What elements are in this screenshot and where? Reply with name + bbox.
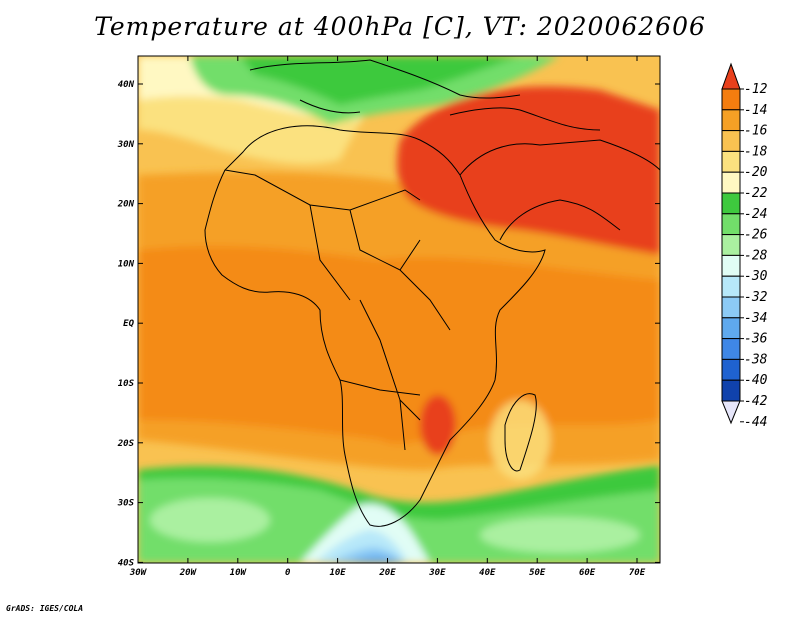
temperature-field <box>138 56 660 563</box>
colorbar-label: -20 <box>744 165 768 180</box>
colorbar-swatch <box>721 338 741 360</box>
lon-tick-label: 10E <box>329 568 346 578</box>
colorbar-swatch <box>721 109 741 132</box>
colorbar-label: -32 <box>744 290 768 305</box>
colorbar-label: -40 <box>744 373 768 388</box>
lat-tick-label: 30N <box>117 140 135 150</box>
colorbar-label: -28 <box>744 248 768 263</box>
colorbar-label: -38 <box>744 352 768 367</box>
longitude-axis: 30W 20W 10W 0 10E 20E 30E 40E 50E 60E 70E <box>129 56 646 578</box>
colorbar-label: -42 <box>744 394 768 409</box>
lon-tick-label: 30E <box>428 568 446 578</box>
colorbar: -12 -14 -16 -18 -20 -22 -24 -26 -28 -30 -32 -34 -36 -… <box>721 62 768 430</box>
lat-tick-label: 20N <box>117 200 135 210</box>
colorbar-label: -18 <box>744 144 768 159</box>
colorbar-swatch <box>721 400 741 425</box>
colorbar-swatch <box>721 130 741 152</box>
colorbar-swatch <box>721 254 741 277</box>
colorbar-label: -26 <box>744 228 768 243</box>
lon-tick-label: 20W <box>179 568 198 578</box>
colorbar-label: -24 <box>744 207 767 222</box>
colorbar-swatch <box>721 213 741 236</box>
lat-tick-label: 40N <box>118 80 135 90</box>
colorbar-label: -22 <box>744 186 768 201</box>
colorbar-swatch <box>721 62 741 90</box>
lat-tick-label: 10S <box>118 379 135 389</box>
coastlines <box>204 59 660 527</box>
lon-tick-label: 60E <box>579 568 596 578</box>
lon-tick-label: 10W <box>230 568 248 578</box>
map-title: Temperature at 400hPa [C], VT: 202006260… <box>94 12 706 41</box>
lat-tick-label: EQ <box>123 319 134 329</box>
colorbar-swatch <box>721 296 741 319</box>
lon-tick-label: 50E <box>529 568 546 578</box>
colorbar-swatch <box>721 358 741 381</box>
colorbar-swatch <box>721 88 741 111</box>
lon-tick-label: 20E <box>378 568 396 578</box>
madagascar-outline <box>504 393 537 472</box>
colorbar-label: -34 <box>744 311 767 326</box>
colorbar-label: -30 <box>744 269 768 284</box>
lat-tick-label: 40S <box>118 558 135 568</box>
latitude-axis: 40N 30N 20N 10N EQ 10S 20S 30S 40S <box>117 80 660 568</box>
colorbar-swatch <box>721 192 741 215</box>
colorbar-label: -16 <box>744 124 768 139</box>
lon-tick-label: 0 <box>285 568 291 578</box>
lat-tick-label: 30S <box>117 499 135 509</box>
colorbar-label: -14 <box>744 103 767 118</box>
colorbar-swatch <box>721 275 741 298</box>
colorbar-label: -36 <box>744 332 768 347</box>
colorbar-swatch <box>721 150 741 173</box>
plot-frame <box>137 55 661 564</box>
lon-tick-label: 40E <box>479 568 496 578</box>
colorbar-swatch <box>721 317 741 340</box>
lat-tick-label: 10N <box>118 259 135 269</box>
colorbar-label: -44 <box>744 415 767 430</box>
colorbar-swatch <box>721 171 741 194</box>
colorbar-swatch <box>721 234 741 256</box>
lat-tick-label: 20S <box>117 439 135 449</box>
lon-tick-label: 30W <box>129 568 148 578</box>
colorbar-swatch <box>721 379 741 402</box>
grads-credit: GrADS: IGES/COLA <box>6 604 84 613</box>
colorbar-label: -12 <box>744 82 768 97</box>
lon-tick-label: 70E <box>629 568 646 578</box>
